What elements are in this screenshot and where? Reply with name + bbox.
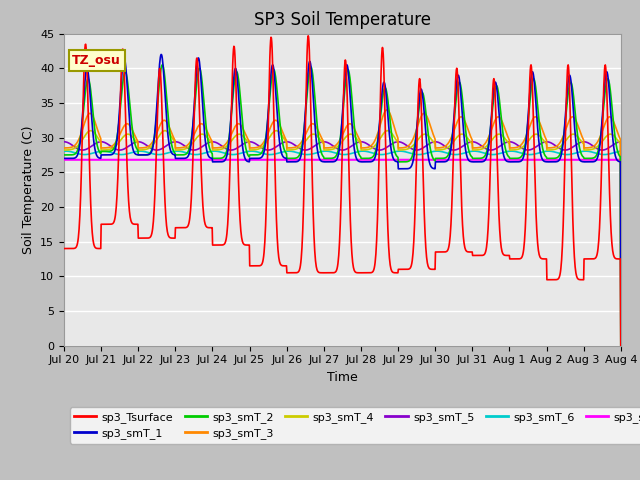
- Y-axis label: Soil Temperature (C): Soil Temperature (C): [22, 125, 35, 254]
- Text: TZ_osu: TZ_osu: [72, 54, 121, 67]
- Title: SP3 Soil Temperature: SP3 Soil Temperature: [254, 11, 431, 29]
- Legend: sp3_Tsurface, sp3_smT_1, sp3_smT_2, sp3_smT_3, sp3_smT_4, sp3_smT_5, sp3_smT_6, : sp3_Tsurface, sp3_smT_1, sp3_smT_2, sp3_…: [70, 408, 640, 444]
- X-axis label: Time: Time: [327, 371, 358, 384]
